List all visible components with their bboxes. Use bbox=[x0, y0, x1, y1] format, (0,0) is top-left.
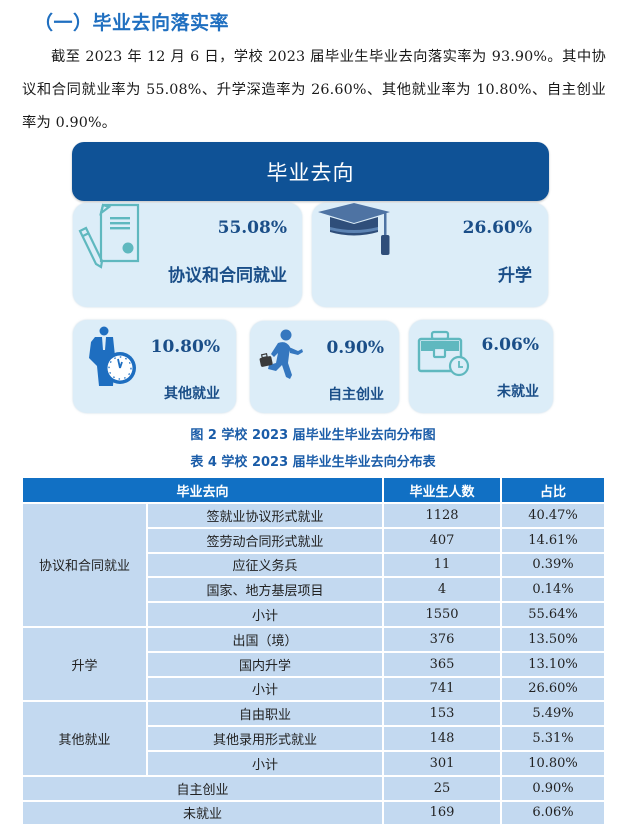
count-cell: 11 bbox=[384, 553, 502, 579]
banner-title: 毕业去向 bbox=[266, 160, 355, 185]
percent-value: 26.60% bbox=[462, 218, 532, 238]
distribution-table: 毕业去向 毕业生人数 占比 协议和合同就业 签就业协议形式就业 1128 40.… bbox=[23, 478, 604, 827]
item-cell: 签就业协议形式就业 bbox=[148, 504, 384, 529]
ratio-cell: 40.47% bbox=[502, 504, 604, 529]
category-cell: 自主创业 bbox=[23, 776, 384, 802]
table-row-subtotal: 小计 1550 55.64% bbox=[23, 603, 604, 628]
figure-caption: 图 2 学校 2023 届毕业生毕业去向分布图 bbox=[190, 428, 436, 443]
count-cell: 153 bbox=[384, 702, 502, 728]
table-row: 国内升学 365 13.10% bbox=[23, 652, 604, 678]
table-row: 应征义务兵 11 0.39% bbox=[23, 553, 604, 579]
ratio-cell: 0.14% bbox=[502, 578, 604, 604]
header-ratio: 占比 bbox=[502, 478, 604, 504]
percent-value: 6.06% bbox=[481, 335, 539, 355]
contract-pen-icon bbox=[78, 203, 140, 269]
graduation-cap-icon bbox=[318, 203, 390, 255]
table-row: 协议和合同就业 签就业协议形式就业 1128 40.47% bbox=[23, 504, 604, 628]
percent-value: 55.08% bbox=[217, 218, 287, 238]
running-man-briefcase-icon bbox=[259, 329, 303, 379]
ratio-cell: 13.50% bbox=[502, 627, 604, 653]
header-destination: 毕业去向 bbox=[23, 478, 384, 504]
count-cell: 407 bbox=[384, 528, 502, 554]
table-row-subtotal: 小计 301 10.80% bbox=[23, 751, 604, 777]
ratio-cell: 13.10% bbox=[502, 652, 604, 678]
card-entrepreneurship: 0.90% 自主创业 bbox=[250, 321, 399, 413]
ratio-cell: 6.06% bbox=[502, 801, 604, 827]
ratio-cell: 14.61% bbox=[502, 528, 604, 554]
table-row: 自主创业 25 0.90% bbox=[23, 776, 604, 802]
count-cell: 25 bbox=[384, 776, 502, 802]
category-cell: 未就业 bbox=[23, 801, 384, 827]
item-cell: 国家、地方基层项目 bbox=[148, 578, 384, 604]
table-row: 签劳动合同形式就业 407 14.61% bbox=[23, 528, 604, 554]
card-further-study: 26.60% 升学 bbox=[312, 203, 548, 307]
card-label: 协议和合同就业 bbox=[168, 266, 287, 286]
infographic-banner: 毕业去向 bbox=[72, 142, 549, 201]
card-contract-employment: 55.08% 协议和合同就业 bbox=[73, 203, 302, 307]
card-label: 未就业 bbox=[497, 384, 539, 400]
ratio-cell: 26.60% bbox=[502, 677, 604, 703]
briefcase-clock-icon bbox=[417, 330, 470, 377]
table-caption: 表 4 学校 2023 届毕业生毕业去向分布表 bbox=[190, 455, 436, 470]
ratio-cell: 5.31% bbox=[502, 727, 604, 752]
percent-value: 0.90% bbox=[326, 338, 384, 358]
count-cell: 4 bbox=[384, 578, 502, 604]
card-label: 自主创业 bbox=[328, 387, 384, 403]
card-unemployed: 6.06% 未就业 bbox=[409, 320, 553, 413]
ratio-cell: 55.64% bbox=[502, 603, 604, 628]
table-row: 国家、地方基层项目 4 0.14% bbox=[23, 578, 604, 604]
count-cell: 376 bbox=[384, 627, 502, 653]
count-cell: 169 bbox=[384, 801, 502, 827]
category-cell: 其他就业 bbox=[23, 702, 148, 777]
card-label: 其他就业 bbox=[164, 386, 220, 402]
table-row: 其他就业 自由职业 153 5.49% bbox=[23, 702, 604, 777]
businessman-clock-icon bbox=[89, 326, 136, 386]
count-cell: 301 bbox=[384, 751, 502, 777]
table-row: 未就业 169 6.06% bbox=[23, 801, 604, 827]
item-cell: 签劳动合同形式就业 bbox=[148, 528, 384, 554]
count-cell: 741 bbox=[384, 677, 502, 703]
item-cell: 自由职业 bbox=[148, 702, 384, 728]
card-label: 升学 bbox=[498, 266, 532, 286]
count-cell: 148 bbox=[384, 727, 502, 752]
table-row-subtotal: 小计 741 26.60% bbox=[23, 677, 604, 703]
item-cell: 出国（境） bbox=[148, 627, 384, 653]
category-cell: 协议和合同就业 bbox=[23, 504, 148, 628]
item-cell: 小计 bbox=[148, 751, 384, 777]
item-cell: 应征义务兵 bbox=[148, 553, 384, 579]
item-cell: 小计 bbox=[148, 677, 384, 703]
category-cell: 升学 bbox=[23, 627, 148, 703]
count-cell: 1550 bbox=[384, 603, 502, 628]
item-cell: 小计 bbox=[148, 603, 384, 628]
ratio-cell: 5.49% bbox=[502, 702, 604, 728]
item-cell: 国内升学 bbox=[148, 652, 384, 678]
ratio-cell: 0.39% bbox=[502, 553, 604, 579]
summary-paragraph: 截至 2023 年 12 月 6 日，学校 2023 届毕业生毕业去向落实率为 … bbox=[22, 49, 606, 131]
count-cell: 365 bbox=[384, 652, 502, 678]
table-row: 其他录用形式就业 148 5.31% bbox=[23, 727, 604, 752]
item-cell: 其他录用形式就业 bbox=[148, 727, 384, 752]
ratio-cell: 0.90% bbox=[502, 776, 604, 802]
percent-value: 10.80% bbox=[150, 337, 220, 357]
ratio-cell: 10.80% bbox=[502, 751, 604, 777]
count-cell: 1128 bbox=[384, 504, 502, 529]
card-other-employment: 10.80% 其他就业 bbox=[73, 320, 236, 413]
table-header-row: 毕业去向 毕业生人数 占比 bbox=[23, 478, 604, 504]
section-title: （一）毕业去向落实率 bbox=[34, 12, 230, 34]
table-row: 升学 出国（境） 376 13.50% bbox=[23, 627, 604, 703]
header-count: 毕业生人数 bbox=[384, 478, 502, 504]
